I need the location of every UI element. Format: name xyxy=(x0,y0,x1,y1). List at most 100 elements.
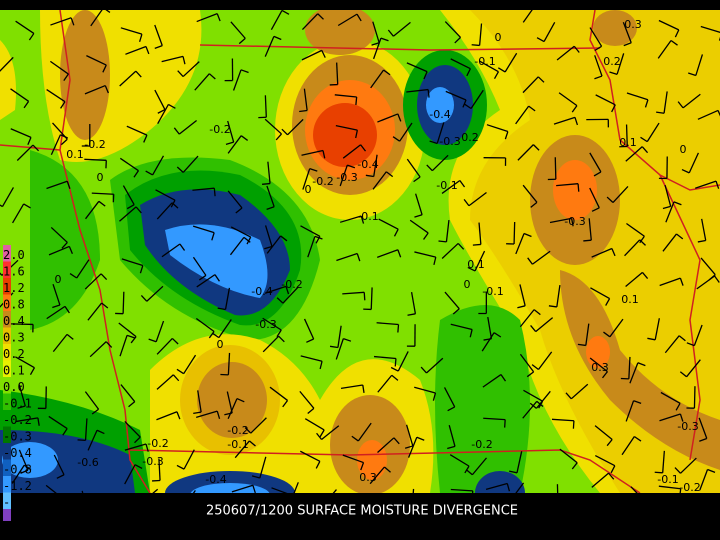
wind-barb xyxy=(124,464,136,485)
wind-barb-tick xyxy=(322,150,326,159)
wind-barb-tick xyxy=(61,242,68,249)
wind-barb xyxy=(119,206,137,222)
wind-barb xyxy=(414,193,423,215)
wind-barb-tick xyxy=(606,439,613,447)
wind-barb-tick xyxy=(570,218,574,227)
wind-barb xyxy=(182,155,199,173)
wind-barb-tick xyxy=(571,462,578,470)
wind-barb xyxy=(270,10,283,31)
wind-barb xyxy=(612,185,629,203)
wind-barb-tick xyxy=(0,272,3,276)
wind-barb-tick xyxy=(699,437,708,442)
wind-barb-tick xyxy=(601,371,608,379)
wind-barb-tick xyxy=(208,73,216,80)
wind-barb xyxy=(590,287,610,300)
wind-barb xyxy=(337,13,358,27)
contour-label: 0.2 xyxy=(603,55,621,68)
wind-barb xyxy=(300,225,321,237)
wind-barb-tick xyxy=(472,243,481,246)
wind-barb-tick xyxy=(466,68,471,77)
wind-barb xyxy=(196,410,218,419)
wind-barb xyxy=(11,323,34,326)
wind-barb-tick xyxy=(315,460,321,469)
wind-barb-tick xyxy=(96,429,105,435)
wind-barb xyxy=(486,124,509,133)
wind-barb xyxy=(482,374,502,388)
wind-barb xyxy=(227,120,235,143)
wind-barb-tick xyxy=(105,341,113,348)
wind-barb xyxy=(449,454,470,467)
wind-barb xyxy=(230,226,252,238)
contour-label: 0 xyxy=(305,183,312,196)
wind-barb-tick xyxy=(471,44,480,47)
wind-barb-tick xyxy=(407,313,416,316)
wind-barb xyxy=(119,335,128,357)
wind-barb xyxy=(609,318,624,338)
wind-barb-tick xyxy=(509,470,518,474)
wind-barb-tick xyxy=(623,42,632,47)
wind-barb xyxy=(229,237,245,256)
wind-barb-tick xyxy=(281,10,290,15)
wind-barb xyxy=(513,221,516,244)
wind-barb xyxy=(192,256,207,276)
wind-barb xyxy=(301,13,319,31)
wind-barb xyxy=(339,215,362,223)
wind-barb xyxy=(45,484,57,493)
wind-barb-tick xyxy=(69,273,78,279)
legend-swatch xyxy=(3,509,11,521)
wind-barb-tick xyxy=(105,10,111,13)
wind-barb xyxy=(450,488,473,492)
contour-label: -0.2 xyxy=(281,278,302,291)
wind-barb-tick xyxy=(392,136,401,142)
wind-barb-tick xyxy=(536,4,543,9)
wind-barb xyxy=(414,251,436,258)
wind-barb xyxy=(532,250,551,265)
wind-barb-tick xyxy=(633,400,642,405)
contour-label: 0.1 xyxy=(66,148,84,161)
contour-label: -0.1 xyxy=(436,179,457,192)
contour-label: 0.1 xyxy=(619,136,637,149)
wind-barb-tick xyxy=(397,113,402,122)
wind-barb-tick xyxy=(365,174,374,178)
wind-barb xyxy=(658,19,680,31)
wind-barb-tick xyxy=(662,205,671,210)
contour-label: 0 xyxy=(680,143,687,156)
wind-barb xyxy=(271,487,288,493)
wind-barb xyxy=(622,22,632,44)
wind-barb xyxy=(12,203,25,224)
wind-barb-tick xyxy=(605,298,611,306)
wind-barb xyxy=(624,239,641,257)
wind-barb-tick xyxy=(390,366,399,372)
wind-barb xyxy=(84,84,106,95)
wind-barb xyxy=(377,249,399,258)
wind-barb xyxy=(372,37,382,60)
wind-barb xyxy=(337,325,342,348)
wind-barb xyxy=(231,484,254,493)
wind-barb xyxy=(52,283,61,306)
wind-barb xyxy=(158,458,161,481)
wind-barb-tick xyxy=(452,308,460,315)
wind-barb xyxy=(18,384,26,407)
wind-barb xyxy=(406,88,429,93)
wind-barb-tick xyxy=(497,67,506,73)
wind-barb-tick xyxy=(360,215,365,224)
wind-barb xyxy=(519,353,535,373)
wind-barb xyxy=(664,184,672,207)
wind-barb-tick xyxy=(380,37,389,42)
wind-barb-tick xyxy=(63,73,69,81)
wind-barb-tick xyxy=(397,324,400,333)
wind-barb-tick xyxy=(52,304,61,309)
wind-barb-tick xyxy=(281,128,288,136)
wind-barb xyxy=(373,154,378,177)
wind-barb xyxy=(302,168,311,190)
legend-swatch xyxy=(3,278,11,295)
wind-barb-tick xyxy=(530,324,537,332)
wind-barb xyxy=(192,490,196,493)
wind-barb-tick xyxy=(593,171,602,177)
wind-barb-tick xyxy=(504,496,510,501)
wind-barb-tick xyxy=(527,257,533,265)
wind-barb-tick xyxy=(148,338,157,343)
wind-barb-tick xyxy=(673,201,682,206)
wind-barb xyxy=(630,486,638,493)
wind-barb-tick xyxy=(56,474,65,479)
